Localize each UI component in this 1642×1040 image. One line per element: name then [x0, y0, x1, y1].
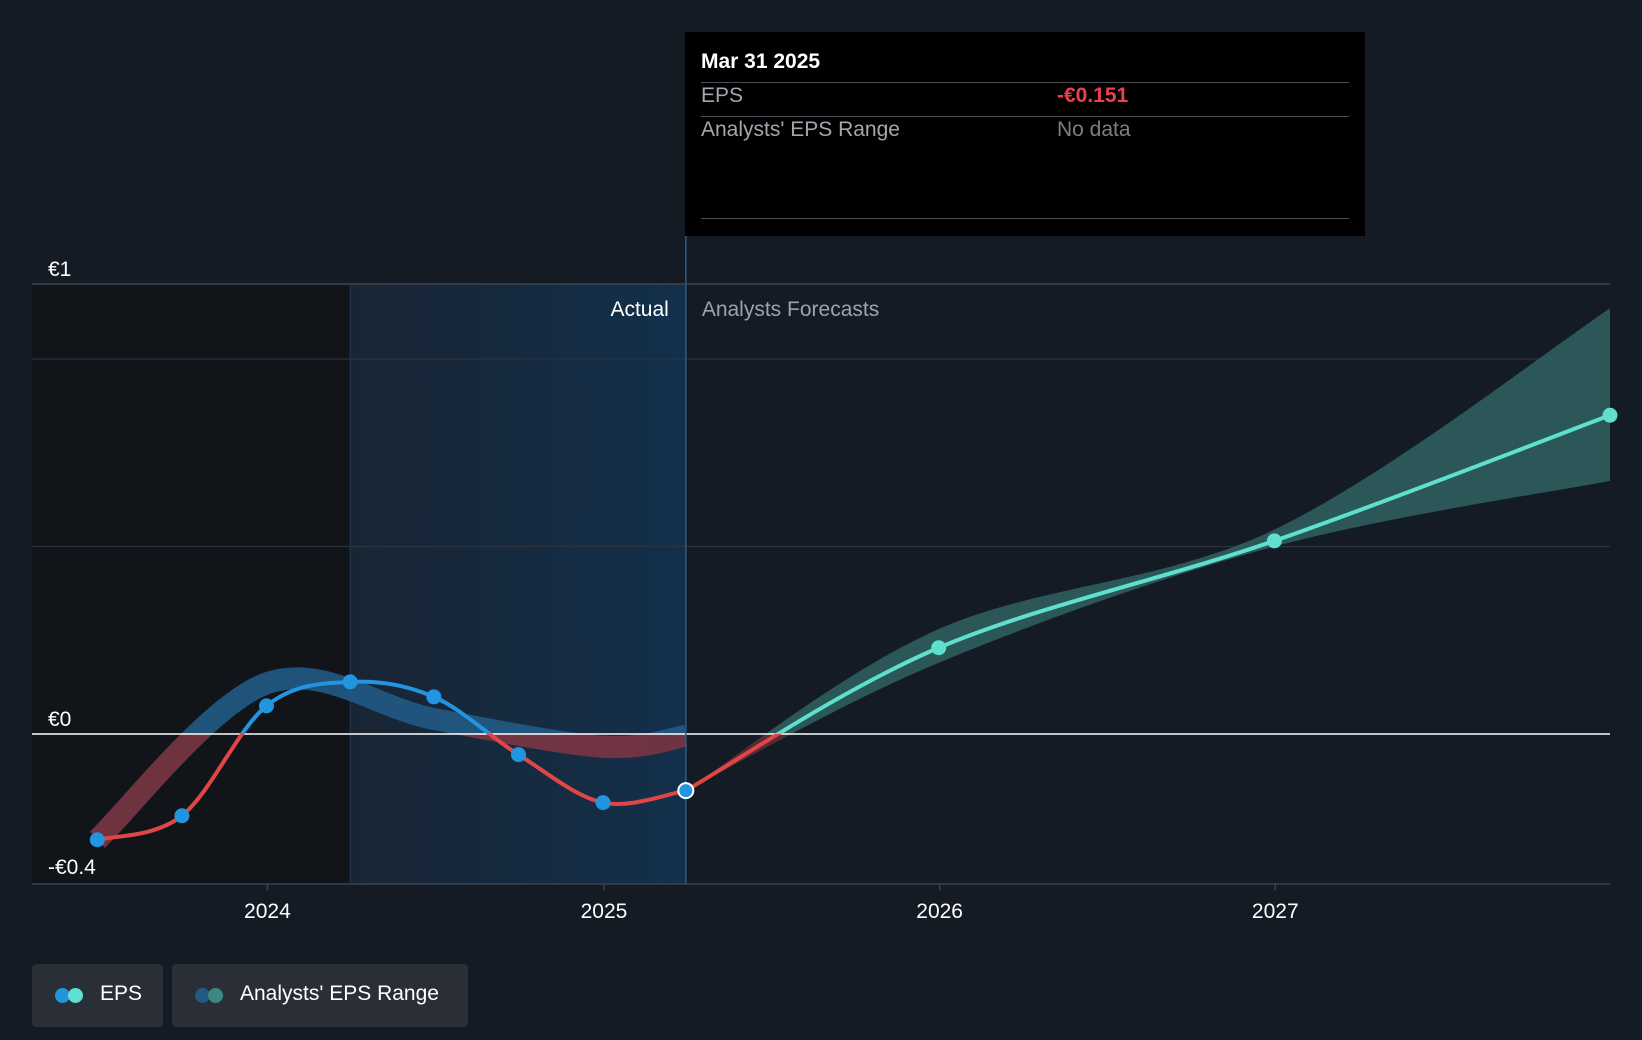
- eps-point: [342, 674, 358, 690]
- eps-line-forecast: [774, 413, 1612, 734]
- eps-range-band-forecast: [685, 734, 792, 791]
- eps-points: [89, 407, 1618, 848]
- eps-range-band-actual: [89, 734, 688, 848]
- x-tick-label: 2027: [1252, 900, 1299, 923]
- eps-lines: [95, 413, 1612, 842]
- legend-item-eps[interactable]: EPS: [32, 964, 163, 1027]
- tooltip-divider: [701, 218, 1349, 219]
- y-axis-labels: €1 €0 -€0.4: [48, 258, 96, 879]
- legend-range-label: Analysts' EPS Range: [240, 982, 439, 1005]
- eps-legend-icon: [55, 988, 70, 1003]
- x-tick-label: 2026: [916, 900, 963, 923]
- y-tick-label: €1: [48, 258, 71, 281]
- tooltip-range-value: No data: [1057, 118, 1131, 141]
- eps-line-actual: [239, 679, 493, 734]
- y-tick-label: -€0.4: [48, 856, 96, 879]
- eps-point: [595, 795, 611, 811]
- eps-point: [1266, 533, 1282, 549]
- eps-point: [931, 640, 947, 656]
- x-axis-labels: 2024 2025 2026 2027: [244, 884, 1299, 923]
- forecast-section-label: Analysts Forecasts: [702, 298, 879, 321]
- eps-point: [1602, 407, 1618, 423]
- hover-tooltip: Mar 31 2025 EPS -€0.151 Analysts' EPS Ra…: [685, 32, 1365, 236]
- eps-point: [426, 689, 442, 705]
- eps-range-band-actual: [180, 667, 686, 734]
- eps-line-actual: [95, 734, 688, 842]
- x-tick-label: 2025: [581, 900, 628, 923]
- gridlines: [32, 283, 1610, 885]
- y-tick-label: €0: [48, 708, 71, 731]
- actual-section-label: Actual: [610, 298, 668, 321]
- tooltip-date: Mar 31 2025: [701, 50, 821, 73]
- eps-legend-icon: [68, 988, 83, 1003]
- range-legend-icon: [208, 988, 223, 1003]
- eps-point: [510, 747, 526, 763]
- legend-item-range[interactable]: Analysts' EPS Range: [172, 964, 468, 1027]
- legend-eps-label: EPS: [100, 982, 143, 1005]
- actual-highlight-region: [350, 284, 686, 884]
- eps-range-band-forecast: [765, 308, 1610, 734]
- tooltip-eps-value: -€0.151: [1057, 84, 1129, 107]
- range-legend-icon: [195, 988, 210, 1003]
- past-region-shade: [32, 284, 351, 884]
- tooltip-divider: [701, 82, 1349, 83]
- eps-point-selected: [677, 782, 695, 800]
- eps-point: [174, 808, 190, 824]
- tooltip-divider: [701, 116, 1349, 117]
- tooltip-range-label: Analysts' EPS Range: [701, 118, 900, 141]
- x-tick-label: 2024: [244, 900, 291, 923]
- eps-point: [89, 832, 105, 848]
- eps-point: [258, 698, 274, 714]
- tooltip-eps-label: EPS: [701, 84, 744, 107]
